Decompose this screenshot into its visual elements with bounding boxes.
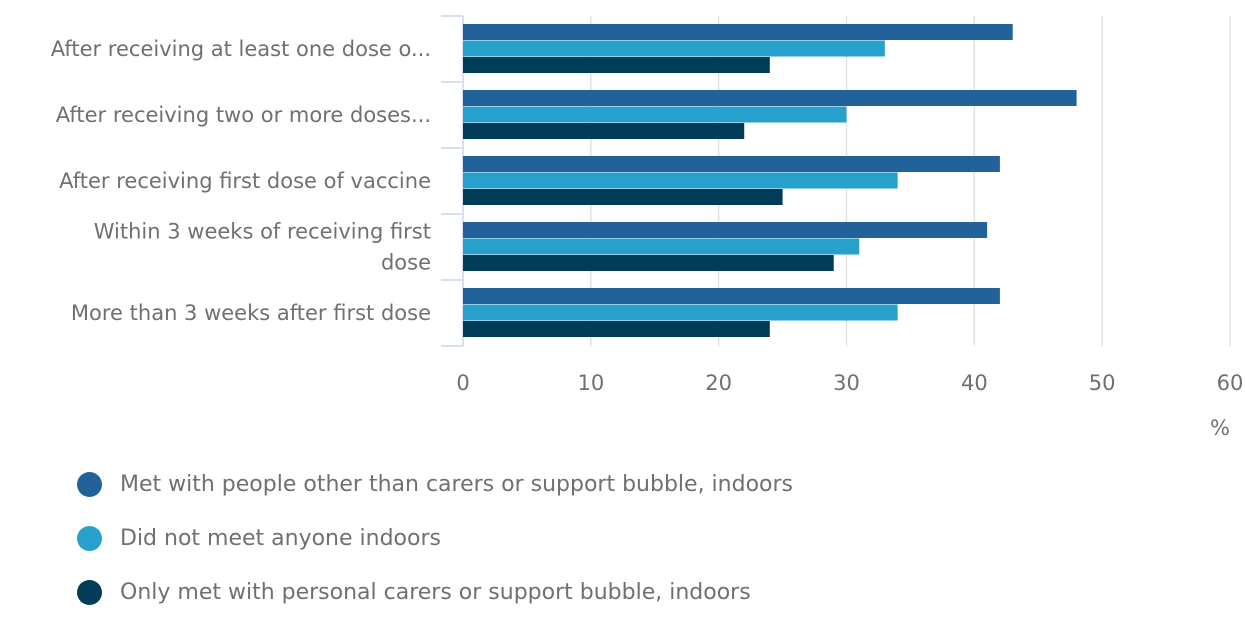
bar [463, 321, 770, 337]
bar [463, 90, 1077, 106]
legend-item: Met with people other than carers or sup… [77, 470, 793, 498]
y-axis-category-ticks [441, 15, 464, 347]
x-axis-label: % [1210, 416, 1230, 440]
legend-marker-icon [77, 471, 102, 497]
category-label: After receiving at least one dose o... [51, 37, 431, 61]
bar [463, 222, 988, 238]
category-label: After receiving two or more doses... [56, 103, 431, 127]
x-tick-label: 20 [705, 371, 732, 395]
legend-item: Did not meet anyone indoors [77, 524, 793, 552]
bar-chart: After receiving at least one dose o... Af… [51, 15, 1243, 440]
x-tick-label: 0 [456, 371, 469, 395]
bars [463, 24, 1077, 337]
category-label: More than 3 weeks after first dose [71, 301, 431, 325]
x-axis-tick-labels: 0 10 20 30 40 50 60 [456, 371, 1243, 395]
x-tick-label: 50 [1089, 371, 1116, 395]
bar [463, 255, 834, 271]
bar [463, 106, 847, 123]
bar [463, 40, 885, 57]
bar [463, 288, 1000, 304]
x-tick-label: 40 [961, 371, 988, 395]
bar [463, 304, 898, 321]
category-label: After receiving first dose of vaccine [59, 169, 431, 193]
bar [463, 57, 770, 73]
legend-marker-icon [77, 525, 102, 551]
x-tick-label: 10 [577, 371, 604, 395]
bar [463, 123, 745, 139]
legend: Met with people other than carers or sup… [77, 470, 793, 632]
legend-item: Only met with personal carers or support… [77, 578, 793, 606]
legend-label: Did not meet anyone indoors [120, 525, 441, 551]
bar [463, 156, 1000, 172]
bar [463, 189, 783, 205]
legend-label: Only met with personal carers or support… [120, 579, 751, 605]
x-tick-label: 30 [833, 371, 860, 395]
bar [463, 238, 860, 255]
bar [463, 172, 898, 189]
category-labels: After receiving at least one dose o... Af… [51, 37, 431, 325]
category-label: dose [381, 251, 431, 275]
x-tick-label: 60 [1217, 371, 1244, 395]
legend-label: Met with people other than carers or sup… [120, 471, 794, 497]
bar [463, 24, 1013, 40]
legend-marker-icon [77, 579, 102, 605]
category-label: Within 3 weeks of receiving first [94, 220, 431, 244]
